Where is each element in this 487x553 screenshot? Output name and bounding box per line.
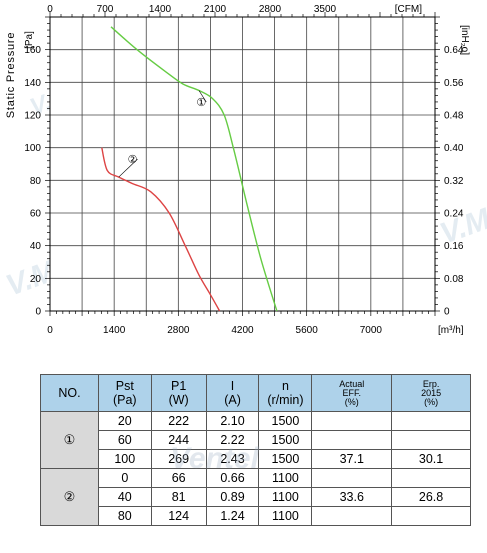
table-row: 60 244 2.22 1500 [41, 430, 471, 450]
cell-current: 2.43 [205, 449, 260, 469]
group-no-cell: ① [40, 411, 99, 469]
cell-p1: 66 [150, 468, 207, 488]
right-axis-unit: [inH₂o] [459, 25, 470, 55]
header-p1: P1 (W) [150, 374, 207, 412]
cell-p1: 81 [150, 487, 207, 507]
header-current: I (A) [205, 374, 260, 412]
tick-label-right: 0.64 [444, 45, 464, 56]
tick-label-left: 120 [24, 111, 41, 122]
tick-label-top: 2100 [204, 4, 227, 15]
tick-label-right: 0.24 [444, 209, 464, 220]
tick-label-top: 3500 [314, 4, 337, 15]
series-line-1 [110, 26, 278, 312]
tick-label-bottom: 2800 [167, 325, 190, 336]
cell-pst: 100 [97, 449, 152, 469]
cell-erp [391, 411, 471, 431]
tick-label-bottom: 4200 [231, 325, 254, 336]
tick-label-right: 0 [444, 307, 450, 318]
tick-label-left: 140 [24, 78, 41, 89]
series-line-2 [101, 147, 221, 312]
tick-label-top: 700 [97, 4, 114, 15]
table-row: 40 81 0.89 1100 33.6 26.8 [41, 487, 471, 507]
tick-label-bottom: 0 [47, 325, 53, 336]
top-axis-unit: [CFM] [395, 4, 422, 15]
cell-eff [311, 430, 393, 450]
header-erp-2015: Erp. 2015 (%) [391, 374, 471, 412]
tick-label-bottom: 7000 [360, 325, 383, 336]
series-label-leader [198, 90, 207, 103]
tick-label-right: 0.32 [444, 176, 464, 187]
bottom-axis-unit: [m³/h] [438, 325, 464, 336]
cell-speed: 1100 [258, 487, 313, 507]
table-header-row: NO. Pst (Pa) P1 (W) I (A) n (r/min) Actual EF… [40, 374, 471, 412]
tick-label-left: 80 [30, 176, 42, 187]
table-row: ② 0 66 0.66 1100 [40, 468, 471, 526]
y-axis-unit: [Pa] [24, 31, 35, 49]
tick-label-bottom: 1400 [103, 325, 126, 336]
tick-label-right: 0.16 [444, 241, 464, 252]
tick-label-left: 60 [30, 209, 42, 220]
header-pst: Pst (Pa) [97, 374, 152, 412]
tick-label-bottom: 5600 [296, 325, 319, 336]
tick-label-right: 0.48 [444, 111, 464, 122]
series-label-leader [118, 158, 138, 178]
group-no-cell: ② [40, 468, 99, 526]
y-axis-label: Static Pressure [5, 32, 17, 119]
cell-eff: 37.1 [311, 449, 393, 469]
cell-speed: 1500 [258, 411, 313, 431]
cell-pst: 40 [97, 487, 152, 507]
cell-p1: 269 [150, 449, 207, 469]
tick-label-right: 0.56 [444, 78, 464, 89]
table-row: ① 20 222 2.10 1500 [40, 411, 471, 469]
header-no: NO. [40, 374, 99, 412]
cell-speed: 1100 [258, 468, 313, 488]
cell-erp: 26.8 [391, 487, 471, 507]
series-label-2: ② [128, 154, 138, 166]
cell-current: 0.89 [205, 487, 260, 507]
tick-label-top: 0 [47, 4, 53, 15]
cell-current: 2.10 [205, 411, 260, 431]
cell-erp [391, 430, 471, 450]
tick-label-right: 0.40 [444, 143, 464, 154]
cell-current: 1.24 [205, 506, 260, 526]
cell-p1: 222 [150, 411, 207, 431]
axis-labels: [CFM] [m³/h] Static Pressure [Pa] [inH₂o… [5, 4, 470, 336]
tick-label-left: 100 [24, 143, 41, 154]
performance-table: NO. Pst (Pa) P1 (W) I (A) n (r/min) Actual EF… [40, 374, 471, 526]
tick-label-left: 20 [30, 274, 42, 285]
cell-erp: 30.1 [391, 449, 471, 469]
cell-p1: 244 [150, 430, 207, 450]
series-group: ①② [101, 26, 278, 312]
grid [50, 17, 435, 311]
header-speed: n (r/min) [258, 374, 313, 412]
tick-label-left: 160 [24, 45, 41, 56]
cell-erp [391, 506, 471, 526]
cell-current: 0.66 [205, 468, 260, 488]
cell-speed: 1500 [258, 430, 313, 450]
tick-label-left: 40 [30, 241, 42, 252]
cell-pst: 0 [97, 468, 152, 488]
cell-speed: 1500 [258, 449, 313, 469]
tick-label-top: 1400 [149, 4, 172, 15]
cell-p1: 124 [150, 506, 207, 526]
cell-eff [311, 468, 393, 488]
tick-label-left: 0 [35, 307, 41, 318]
header-actual-eff: Actual EFF. (%) [311, 374, 393, 412]
cell-speed: 1100 [258, 506, 313, 526]
cell-pst: 20 [97, 411, 152, 431]
series-label-1: ① [196, 97, 206, 109]
cell-current: 2.22 [205, 430, 260, 450]
cell-eff: 33.6 [311, 487, 393, 507]
cell-pst: 80 [97, 506, 152, 526]
tick-label-top: 2800 [259, 4, 282, 15]
cell-eff [311, 411, 393, 431]
tick-label-right: 0.08 [444, 274, 464, 285]
cell-erp [391, 468, 471, 488]
cell-eff [311, 506, 393, 526]
table-row: 80 124 1.24 1100 [41, 506, 471, 526]
table-row: 100 269 2.43 1500 37.1 30.1 [41, 449, 471, 469]
cell-pst: 60 [97, 430, 152, 450]
